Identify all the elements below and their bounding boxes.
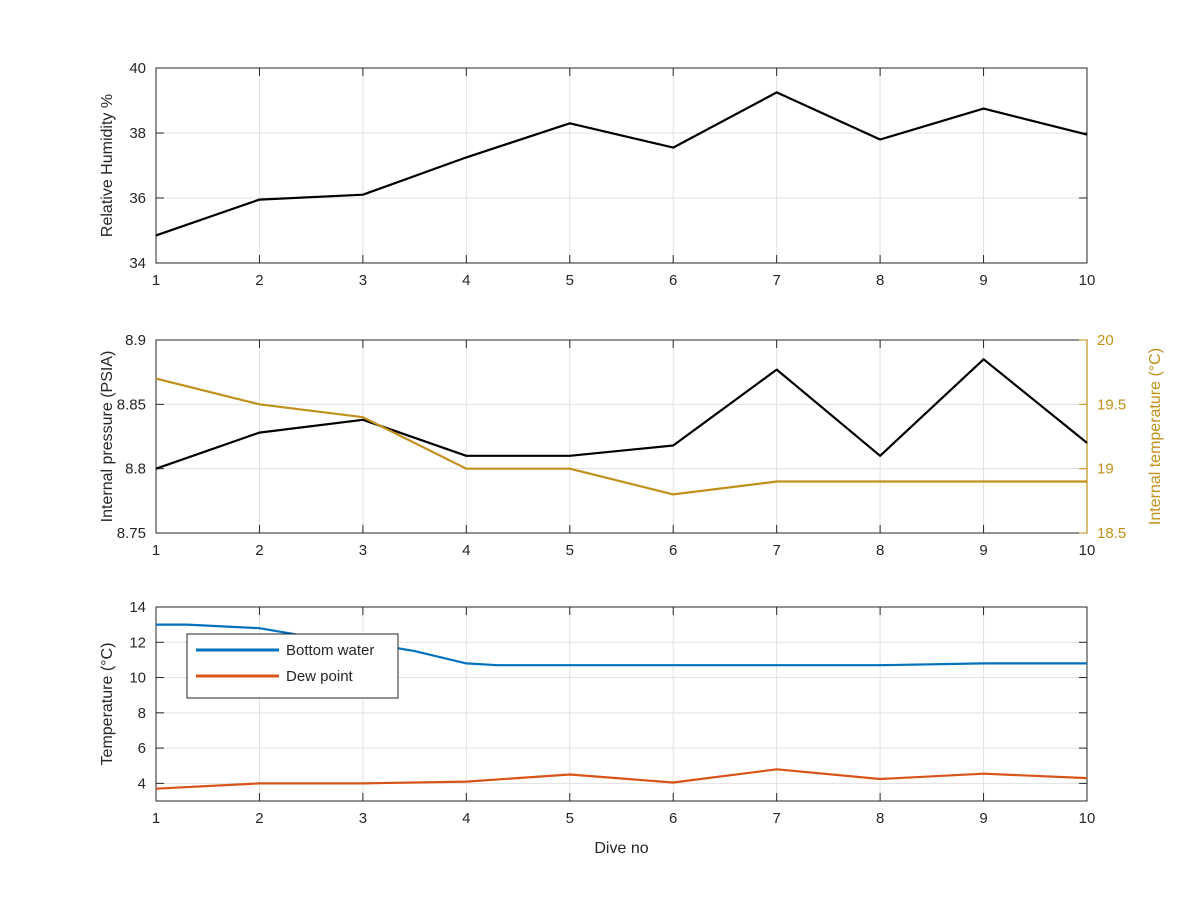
y-axis-label: Internal pressure (PSIA) <box>99 351 116 523</box>
x-tick-label: 6 <box>669 810 677 827</box>
legend-label: Dew point <box>286 668 354 685</box>
x-tick-label: 3 <box>359 542 367 559</box>
x-tick-label: 10 <box>1079 810 1096 827</box>
y-tick-label: 8.8 <box>125 461 146 478</box>
y-tick-label: 8.9 <box>125 332 146 349</box>
x-tick-label: 2 <box>255 810 263 827</box>
x-tick-label: 10 <box>1079 272 1096 289</box>
y-tick-label: 40 <box>129 60 146 77</box>
x-tick-label: 4 <box>462 810 470 827</box>
x-tick-label: 1 <box>152 272 160 289</box>
x-tick-label: 7 <box>772 810 780 827</box>
chart-panel-2: 1 2 3 4 5 6 7 8 9 10 8.75 8.8 8.85 8.9 18.5 19 19.5 20 Int… <box>99 332 1164 559</box>
y-tick-label: 6 <box>138 740 146 757</box>
legend-label: Bottom water <box>286 642 374 659</box>
y-right-tick-label: 20 <box>1097 332 1114 349</box>
series-line-1 <box>155 91 1088 237</box>
x-tick-label: 9 <box>979 272 987 289</box>
x-tick-label: 7 <box>772 272 780 289</box>
x-tick-label: 4 <box>462 542 470 559</box>
series-line-bottom-water <box>156 623 1087 667</box>
y-axis-right-label: Internal temperature (°C) <box>1147 348 1164 525</box>
x-tick-label: 8 <box>876 810 884 827</box>
x-tick-label: 6 <box>669 542 677 559</box>
series-line-1 <box>155 358 1088 470</box>
series-line-dew-point <box>155 768 1088 790</box>
x-tick-label: 10 <box>1079 542 1096 559</box>
y-tick-label: 34 <box>129 255 146 272</box>
x-tick-label: 7 <box>772 542 780 559</box>
y-axis-label: Relative Humidity % <box>99 94 116 237</box>
axes-box <box>155 339 1088 534</box>
y-tick-label: 14 <box>129 599 146 616</box>
axes-box <box>155 67 1088 264</box>
x-tick-label: 3 <box>359 810 367 827</box>
y-right-tick-label: 19 <box>1097 461 1114 478</box>
x-tick-label: 9 <box>979 542 987 559</box>
x-tick-label: 8 <box>876 272 884 289</box>
series-line-2 <box>155 377 1087 496</box>
x-axis-label: Dive no <box>594 840 648 857</box>
x-tick-label: 3 <box>359 272 367 289</box>
legend: Bottom water Dew point <box>186 633 399 699</box>
y-tick-label: 8.85 <box>117 396 146 413</box>
y-tick-label: 8 <box>138 705 146 722</box>
x-tick-label: 5 <box>566 810 574 827</box>
y-tick-label: 10 <box>129 670 146 687</box>
y-tick-label: 12 <box>129 634 146 651</box>
x-tick-label: 2 <box>255 272 263 289</box>
x-tick-label: 4 <box>462 272 470 289</box>
y-tick-label: 36 <box>129 190 146 207</box>
x-tick-label: 1 <box>152 810 160 827</box>
x-tick-label: 8 <box>876 542 884 559</box>
x-tick-label: 6 <box>669 272 677 289</box>
y-tick-label: 38 <box>129 125 146 142</box>
legend-box <box>186 633 399 699</box>
y-axis-label: Temperature (°C) <box>99 643 116 766</box>
x-tick-label: 1 <box>152 542 160 559</box>
y-tick-label: 4 <box>138 775 146 792</box>
y-right-tick-label: 19.5 <box>1097 396 1126 413</box>
x-tick-label: 9 <box>979 810 987 827</box>
x-tick-label: 5 <box>566 542 574 559</box>
y-tick-label: 8.75 <box>117 525 146 542</box>
y-right-tick-label: 18.5 <box>1097 525 1126 542</box>
x-tick-label: 5 <box>566 272 574 289</box>
x-tick-label: 2 <box>255 542 263 559</box>
axes-box <box>155 606 1088 802</box>
